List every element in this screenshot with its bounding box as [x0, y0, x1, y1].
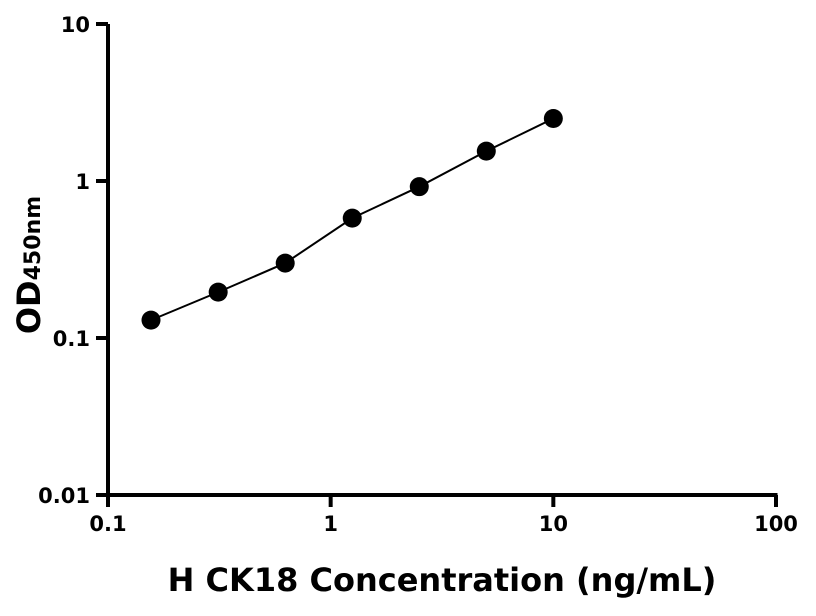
data-point — [141, 310, 161, 330]
axes — [106, 24, 778, 497]
ticks: 0.1 1 10 100 0.01 0.1 1 10 — [38, 13, 798, 536]
data-point — [275, 253, 295, 273]
data-points — [141, 109, 563, 330]
x-tick-label: 1 — [323, 512, 338, 536]
y-tick-label: 1 — [75, 170, 90, 194]
y-tick-label: 10 — [61, 13, 90, 37]
x-tick-label: 0.1 — [89, 512, 126, 536]
x-tick-label: 100 — [754, 512, 798, 536]
data-point — [543, 109, 563, 129]
data-point — [342, 208, 362, 228]
y-axis-label-subscript: 450nm — [21, 196, 46, 281]
data-point — [208, 282, 228, 302]
x-axis-label: H CK18 Concentration (ng/mL) — [168, 561, 717, 599]
y-axis-label-main: OD — [10, 280, 48, 334]
y-tick-label: 0.01 — [38, 484, 90, 508]
data-point — [409, 177, 429, 197]
y-axis-label: OD450nm — [10, 196, 48, 334]
data-point — [476, 141, 496, 161]
y-tick-label: 0.1 — [53, 327, 90, 351]
x-tick-label: 10 — [539, 512, 568, 536]
